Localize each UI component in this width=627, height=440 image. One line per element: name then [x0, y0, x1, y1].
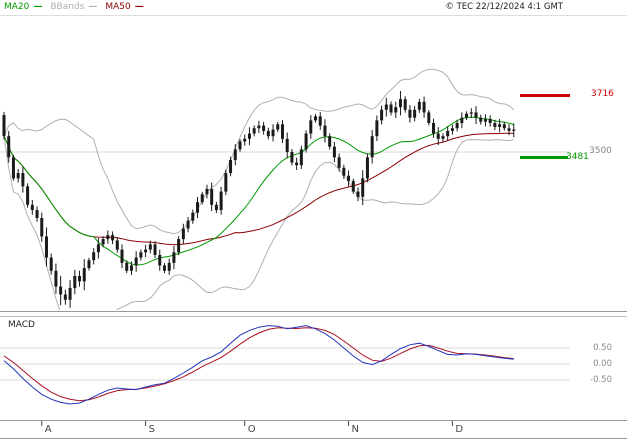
separator-line-macd-top — [0, 316, 627, 317]
legend-item-bbands: BBands — — [50, 2, 97, 13]
legend-item-ma50: MA50— — [105, 2, 143, 13]
support-price-label: 3481 — [566, 152, 589, 162]
month-label-september: S — [148, 424, 155, 435]
month-label-august: A — [44, 424, 52, 435]
legend-label-ma20: MA20 — [4, 2, 30, 12]
copyright-text: © TEC 22/12/2024 4:1 GMT — [445, 2, 563, 12]
legend-label-ma50: MA50 — [105, 2, 131, 12]
separator-line-top — [0, 15, 627, 16]
macd-axis-label-pos: 0.50 — [593, 343, 612, 353]
month-label-october: O — [247, 424, 256, 435]
legend-dash-ma50: — — [134, 2, 144, 12]
legend-bar: MA20— BBands — MA50— — [4, 2, 144, 13]
support-level-line — [520, 156, 568, 159]
separator-line-axis-bottom — [0, 438, 627, 439]
month-label-december: D — [455, 424, 464, 435]
separator-line-macd-bottom — [0, 420, 627, 421]
macd-axis-label-neg: -0.50 — [590, 375, 612, 385]
macd-axis-label-zero: 0.00 — [593, 359, 612, 369]
legend-label-bbands: BBands — [50, 2, 85, 12]
legend-dash-bbands: — — [88, 2, 98, 12]
axis-price-label: 3500 — [589, 146, 612, 156]
separator-line-main-bottom — [0, 311, 627, 312]
macd-chart-panel — [0, 316, 627, 420]
price-chart-panel — [0, 16, 627, 311]
resistance-level-line — [520, 93, 570, 97]
month-label-november: N — [351, 424, 360, 435]
resistance-price-label: 3716 — [591, 88, 614, 99]
legend-dash-ma20: — — [33, 2, 43, 12]
legend-item-ma20: MA20— — [4, 2, 42, 13]
macd-panel-title: MACD — [8, 320, 35, 330]
